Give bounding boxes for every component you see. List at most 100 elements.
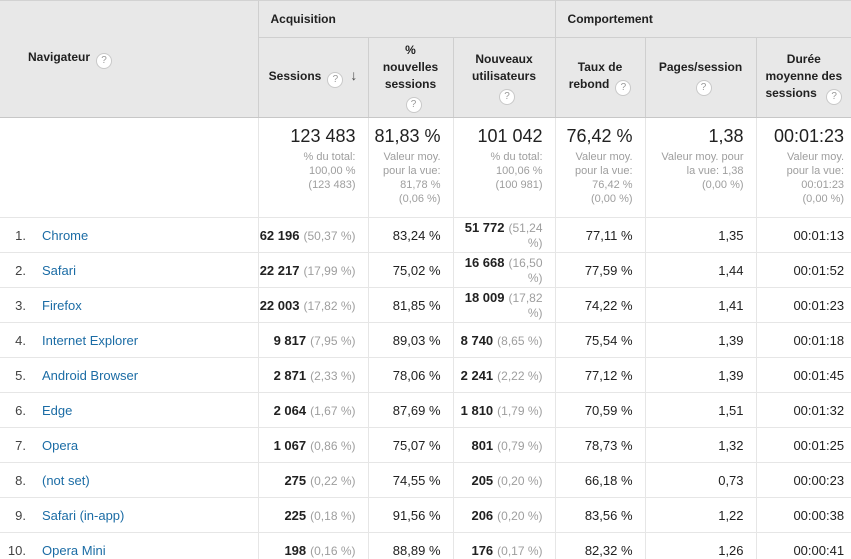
browser-link[interactable]: Chrome bbox=[42, 227, 89, 243]
new-users-cell: 205 (0,20 %) bbox=[452, 462, 556, 498]
column-header-pages-session[interactable]: Pages/session ? bbox=[644, 37, 757, 118]
sessions-value: 22 003 bbox=[259, 297, 300, 313]
sessions-share: (17,82 %) bbox=[303, 298, 356, 313]
sessions-share: (0,16 %) bbox=[310, 543, 356, 558]
row-index: 7. bbox=[15, 437, 26, 453]
help-icon[interactable]: ? bbox=[499, 88, 516, 105]
sessions-value: 2 064 bbox=[273, 402, 307, 418]
column-header-navigateur[interactable]: Navigateur? bbox=[0, 0, 258, 118]
group-header-row: Navigateur? Acquisition Comportement bbox=[0, 0, 851, 118]
avg-duration-cell: 00:01:25 bbox=[755, 427, 851, 463]
avg-duration-cell: 00:01:32 bbox=[755, 392, 851, 428]
sessions-cell: 275 (0,22 %) bbox=[257, 462, 368, 498]
help-icon[interactable]: ? bbox=[826, 88, 843, 105]
summary-subtext: Valeur moy. pour la vue: 00:01:23 (0,00 … bbox=[786, 151, 845, 205]
new-sessions-cell: 78,06 % bbox=[367, 357, 453, 393]
new-users-cell: 206 (0,20 %) bbox=[452, 497, 556, 533]
sessions-cell: 2 064 (1,67 %) bbox=[257, 392, 368, 428]
new-users-share: (0,17 %) bbox=[497, 543, 543, 558]
browser-link[interactable]: Safari (in-app) bbox=[42, 507, 125, 523]
sessions-share: (0,86 %) bbox=[310, 438, 356, 453]
browser-cell: 7. Opera bbox=[0, 427, 258, 463]
sessions-value: 2 871 bbox=[273, 367, 307, 383]
new-users-cell: 1 810 (1,79 %) bbox=[452, 392, 556, 428]
summary-avg-duration: 00:01:23 Valeur moy. pour la vue: 00:01:… bbox=[755, 117, 851, 218]
new-users-cell: 16 668 (16,50 %) bbox=[452, 252, 556, 288]
new-sessions-cell: 81,85 % bbox=[367, 287, 453, 323]
row-index: 2. bbox=[15, 262, 26, 278]
bounce-rate-cell: 77,12 % bbox=[554, 357, 646, 393]
summary-subtext: % du total: 100,00 % (123 483) bbox=[303, 151, 356, 191]
summary-new-sessions: 81,83 % Valeur moy. pour la vue: 81,78 %… bbox=[367, 117, 453, 218]
help-icon[interactable]: ? bbox=[327, 72, 344, 88]
new-users-value: 205 bbox=[471, 472, 494, 488]
summary-bounce-rate: 76,42 % Valeur moy. pour la vue: 76,42 %… bbox=[554, 117, 646, 218]
browser-link[interactable]: Android Browser bbox=[42, 367, 139, 383]
column-header-new-sessions[interactable]: % nouvelles sessions ? bbox=[367, 37, 453, 118]
new-users-share: (51,24 %) bbox=[508, 221, 543, 250]
browser-link[interactable]: (not set) bbox=[42, 472, 90, 488]
bounce-rate-cell: 82,32 % bbox=[554, 532, 646, 559]
column-header-row: Sessions? ↓ % nouvelles sessions ? Nouvea… bbox=[0, 37, 851, 118]
sessions-cell: 198 (0,16 %) bbox=[257, 532, 368, 559]
browser-link[interactable]: Opera bbox=[42, 437, 79, 453]
summary-subtext: % du total: 100,06 % (100 981) bbox=[490, 151, 543, 191]
column-label: Nouveaux utilisateurs bbox=[472, 51, 537, 83]
browser-link[interactable]: Opera Mini bbox=[42, 542, 106, 558]
sessions-share: (17,99 %) bbox=[303, 263, 356, 278]
column-header-avg-duration[interactable]: Durée moyenne des sessions ? bbox=[755, 37, 851, 118]
browser-link[interactable]: Safari bbox=[42, 262, 76, 278]
new-users-value: 1 810 bbox=[460, 402, 494, 418]
column-label: % nouvelles sessions bbox=[382, 43, 439, 91]
column-label: Sessions bbox=[268, 69, 322, 83]
pages-session-cell: 1,39 bbox=[644, 357, 757, 393]
pages-session-cell: 1,26 bbox=[644, 532, 757, 559]
avg-duration-cell: 00:00:41 bbox=[755, 532, 851, 559]
summary-dimension-empty bbox=[0, 117, 258, 218]
browser-link[interactable]: Internet Explorer bbox=[42, 332, 139, 348]
browser-link[interactable]: Edge bbox=[42, 402, 73, 418]
column-header-new-users[interactable]: Nouveaux utilisateurs? bbox=[452, 37, 556, 118]
browser-cell: 10. Opera Mini bbox=[0, 532, 258, 559]
new-users-share: (17,82 %) bbox=[508, 291, 543, 320]
row-index: 4. bbox=[15, 332, 26, 348]
avg-duration-cell: 00:01:23 bbox=[755, 287, 851, 323]
browser-link[interactable]: Firefox bbox=[42, 297, 82, 313]
new-sessions-cell: 87,69 % bbox=[367, 392, 453, 428]
sessions-cell: 9 817 (7,95 %) bbox=[257, 322, 368, 358]
avg-duration-cell: 00:01:52 bbox=[755, 252, 851, 288]
new-users-cell: 801 (0,79 %) bbox=[452, 427, 556, 463]
browser-cell: 8. (not set) bbox=[0, 462, 258, 498]
new-users-value: 8 740 bbox=[460, 332, 494, 348]
column-header-bounce-rate[interactable]: Taux de rebond? bbox=[554, 37, 646, 118]
sessions-value: 225 bbox=[284, 507, 307, 523]
row-index: 6. bbox=[15, 402, 26, 418]
summary-value: 00:01:23 bbox=[773, 126, 845, 146]
browser-cell: 6. Edge bbox=[0, 392, 258, 428]
sessions-value: 275 bbox=[284, 472, 307, 488]
new-users-value: 206 bbox=[471, 507, 494, 523]
new-sessions-cell: 91,56 % bbox=[367, 497, 453, 533]
summary-subtext: Valeur moy. pour la vue: 1,38 (0,00 %) bbox=[661, 151, 744, 191]
sort-descending-icon[interactable]: ↓ bbox=[350, 67, 358, 83]
sessions-share: (7,95 %) bbox=[310, 333, 356, 348]
row-index: 3. bbox=[15, 297, 26, 313]
help-icon[interactable]: ? bbox=[405, 97, 422, 113]
summary-subtext: Valeur moy. pour la vue: 76,42 % (0,00 %… bbox=[575, 151, 633, 205]
new-users-share: (0,79 %) bbox=[497, 438, 543, 453]
browser-cell: 9. Safari (in-app) bbox=[0, 497, 258, 533]
new-users-value: 16 668 bbox=[464, 255, 505, 270]
summary-value: 101 042 bbox=[477, 126, 543, 146]
help-icon[interactable]: ? bbox=[96, 52, 113, 69]
column-header-sessions[interactable]: Sessions? ↓ bbox=[257, 37, 368, 118]
table-row: 5. Android Browser 2 871 (2,33 %) 78,06 % … bbox=[0, 357, 851, 393]
group-label: Acquisition bbox=[270, 12, 336, 26]
new-sessions-cell: 74,55 % bbox=[367, 462, 453, 498]
help-icon[interactable]: ? bbox=[695, 80, 712, 96]
row-index: 10. bbox=[7, 542, 26, 558]
help-icon[interactable]: ? bbox=[615, 80, 632, 96]
table-row: 8. (not set) 275 (0,22 %) 74,55 % 205 (0,20… bbox=[0, 462, 851, 498]
pages-session-cell: 1,39 bbox=[644, 322, 757, 358]
new-users-share: (8,65 %) bbox=[497, 333, 543, 348]
